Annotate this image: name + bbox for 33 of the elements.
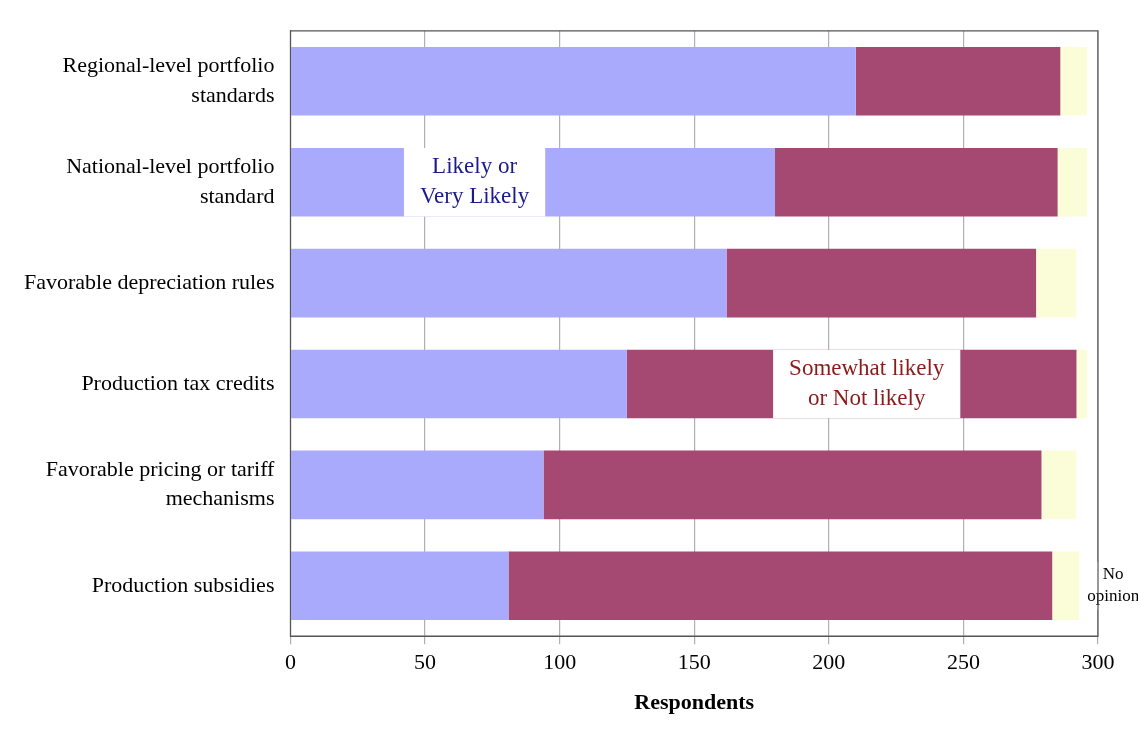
bar <box>508 551 1053 621</box>
y-tick-label: National-level portfolio standard <box>66 153 275 208</box>
bar <box>774 147 1058 217</box>
x-tick-label: 300 <box>1081 649 1115 675</box>
series-label: No opinion <box>1087 564 1138 606</box>
y-tick-label: Regional-level portfolio standards <box>62 52 275 107</box>
bar <box>855 46 1061 116</box>
bar <box>291 46 856 116</box>
series-label: Likely or Very Likely <box>419 153 530 209</box>
x-tick-label: 100 <box>543 649 577 675</box>
x-tick-label: 250 <box>946 649 980 675</box>
x-tick-label: 150 <box>677 649 711 675</box>
y-tick-label: Production subsidies <box>91 571 275 597</box>
bar <box>291 248 727 318</box>
bar <box>726 248 1037 318</box>
bar <box>543 450 1042 520</box>
series-label: Somewhat likely or Not likely <box>789 355 945 410</box>
bar <box>1052 551 1080 621</box>
bar <box>1041 450 1077 520</box>
bar <box>291 349 627 419</box>
bar <box>291 551 509 621</box>
x-tick-label: 0 <box>284 649 296 675</box>
bar <box>1057 147 1088 217</box>
bar <box>1076 349 1088 419</box>
x-axis-title: Respondents <box>634 689 755 715</box>
x-tick-label: 50 <box>414 649 437 675</box>
bar <box>1060 46 1088 116</box>
y-tick-label: Production tax credits <box>81 369 275 395</box>
y-tick-label: Favorable depreciation rules <box>23 268 275 294</box>
bar <box>1036 248 1077 318</box>
bar <box>291 450 544 520</box>
x-tick-label: 200 <box>812 649 846 675</box>
y-tick-label: Favorable pricing or tariff mechanisms <box>45 455 276 511</box>
